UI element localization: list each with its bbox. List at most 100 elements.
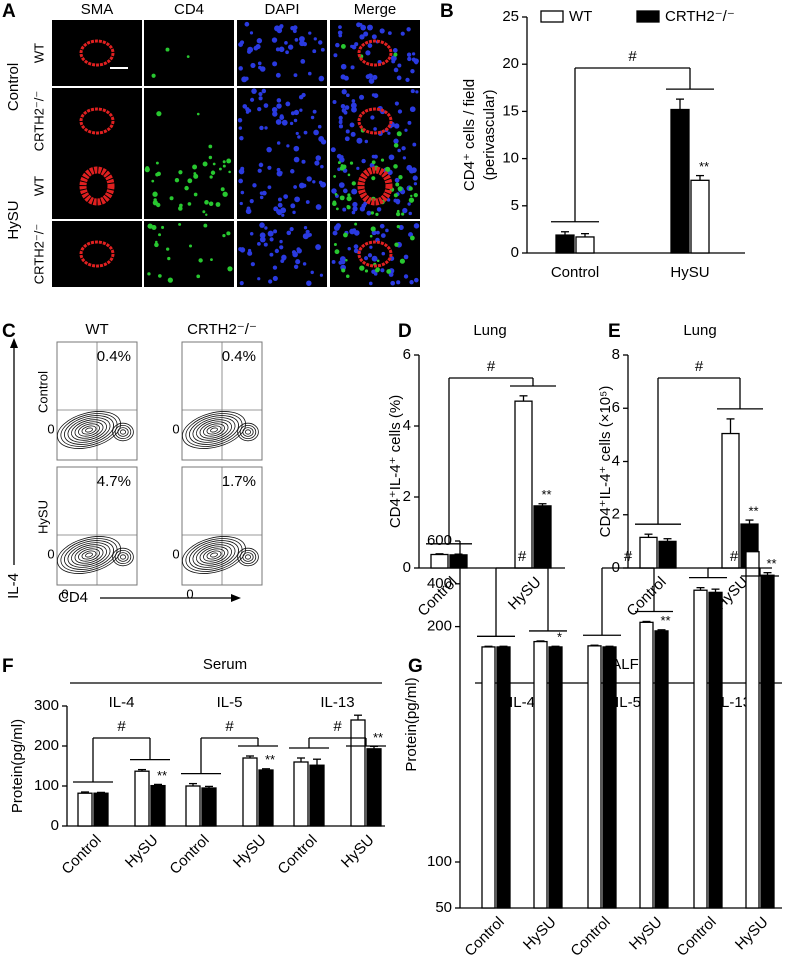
- nucleus: [257, 106, 262, 112]
- nucleus: [386, 198, 391, 202]
- cd4-cell: [156, 171, 161, 176]
- cd4-cell: [174, 178, 180, 183]
- comparison-label: #: [117, 718, 126, 735]
- y-tick-label: 400: [427, 575, 452, 592]
- nucleus: [317, 124, 322, 129]
- cd4-cell: [369, 234, 373, 238]
- axis-zero: 0: [47, 421, 54, 436]
- nucleus: [346, 93, 350, 98]
- contour: [189, 415, 239, 445]
- cd4-cell: [155, 161, 159, 165]
- cd4-cell: [196, 274, 201, 279]
- cd4-cell: [333, 242, 337, 246]
- y-tick-label: 20: [502, 55, 519, 72]
- nucleus: [409, 280, 414, 285]
- bar: [258, 769, 274, 827]
- y-tick-label: 4: [612, 452, 620, 469]
- nucleus: [297, 135, 301, 139]
- nucleus: [320, 181, 327, 188]
- bar: [555, 234, 575, 254]
- nucleus: [320, 47, 325, 52]
- nucleus: [259, 125, 264, 131]
- y-tick-label: 2: [403, 488, 411, 505]
- cd4-cell: [398, 175, 403, 180]
- bar: [293, 761, 309, 827]
- nucleus: [276, 209, 282, 215]
- cd4-cell: [186, 55, 190, 59]
- contour: [81, 550, 97, 560]
- nucleus: [351, 99, 356, 103]
- nucleus: [345, 129, 350, 134]
- cd4-cell: [375, 212, 379, 216]
- nucleus: [279, 239, 283, 244]
- axis-zero: 0: [186, 586, 193, 601]
- nucleus: [244, 76, 249, 81]
- cd4-cell: [215, 202, 221, 207]
- nucleus: [267, 230, 274, 237]
- nucleus: [250, 262, 255, 267]
- nucleus: [393, 138, 399, 144]
- contour: [112, 422, 134, 442]
- y-tick-label: 6: [403, 346, 411, 363]
- nucleus: [299, 108, 303, 112]
- quadrant-percent: 1.7%: [222, 473, 256, 490]
- nucleus: [244, 21, 250, 27]
- axis-zero: 0: [172, 421, 179, 436]
- nucleus: [292, 210, 296, 215]
- significance-star: **: [660, 613, 670, 628]
- bar: [481, 646, 496, 909]
- nucleus: [350, 131, 356, 137]
- cd4-cell: [210, 258, 213, 261]
- nucleus: [302, 262, 307, 266]
- nucleus: [390, 280, 396, 286]
- arrow-head: [10, 338, 18, 348]
- nucleus: [368, 281, 373, 286]
- cd4-cell: [202, 161, 208, 167]
- nucleus: [397, 109, 403, 114]
- cd4-cell: [222, 191, 228, 197]
- nucleus: [266, 146, 272, 153]
- nucleus: [332, 230, 338, 236]
- axis-zero: 0: [61, 586, 68, 601]
- nucleus: [238, 178, 244, 184]
- nucleus: [279, 171, 283, 175]
- nucleus: [364, 139, 369, 144]
- chart-title: Lung: [683, 322, 716, 339]
- nucleus: [277, 197, 282, 202]
- nucleus: [339, 157, 345, 163]
- nucleus: [312, 180, 316, 184]
- micrograph: [52, 20, 142, 86]
- nucleus: [367, 24, 373, 31]
- nucleus: [259, 232, 266, 239]
- nucleus: [379, 28, 385, 34]
- nucleus: [299, 40, 305, 47]
- cd4-cell: [226, 231, 231, 236]
- cd4-cell: [393, 164, 398, 169]
- bar: [430, 553, 449, 569]
- nucleus: [298, 36, 305, 42]
- nucleus: [394, 101, 399, 106]
- bar: [575, 236, 595, 254]
- contour: [114, 424, 132, 439]
- nucleus: [281, 213, 285, 217]
- cd4-cell: [222, 234, 226, 238]
- nucleus: [335, 42, 340, 48]
- contour: [181, 536, 247, 574]
- cd4-cell: [393, 52, 398, 57]
- nucleus: [366, 210, 372, 216]
- y-tick-label: 50: [435, 899, 452, 916]
- nucleus: [330, 147, 336, 153]
- nucleus: [286, 230, 292, 236]
- nucleus: [289, 227, 294, 232]
- bar: [670, 108, 690, 254]
- nucleus: [257, 242, 261, 246]
- nucleus: [404, 128, 408, 132]
- cd4-cell: [226, 158, 232, 164]
- nucleus: [292, 29, 297, 34]
- nucleus: [387, 31, 392, 35]
- nucleus: [320, 164, 324, 169]
- significance-star: **: [766, 556, 776, 571]
- cd4-cell: [152, 191, 158, 197]
- nucleus: [371, 255, 378, 262]
- cd4-cell: [209, 175, 213, 179]
